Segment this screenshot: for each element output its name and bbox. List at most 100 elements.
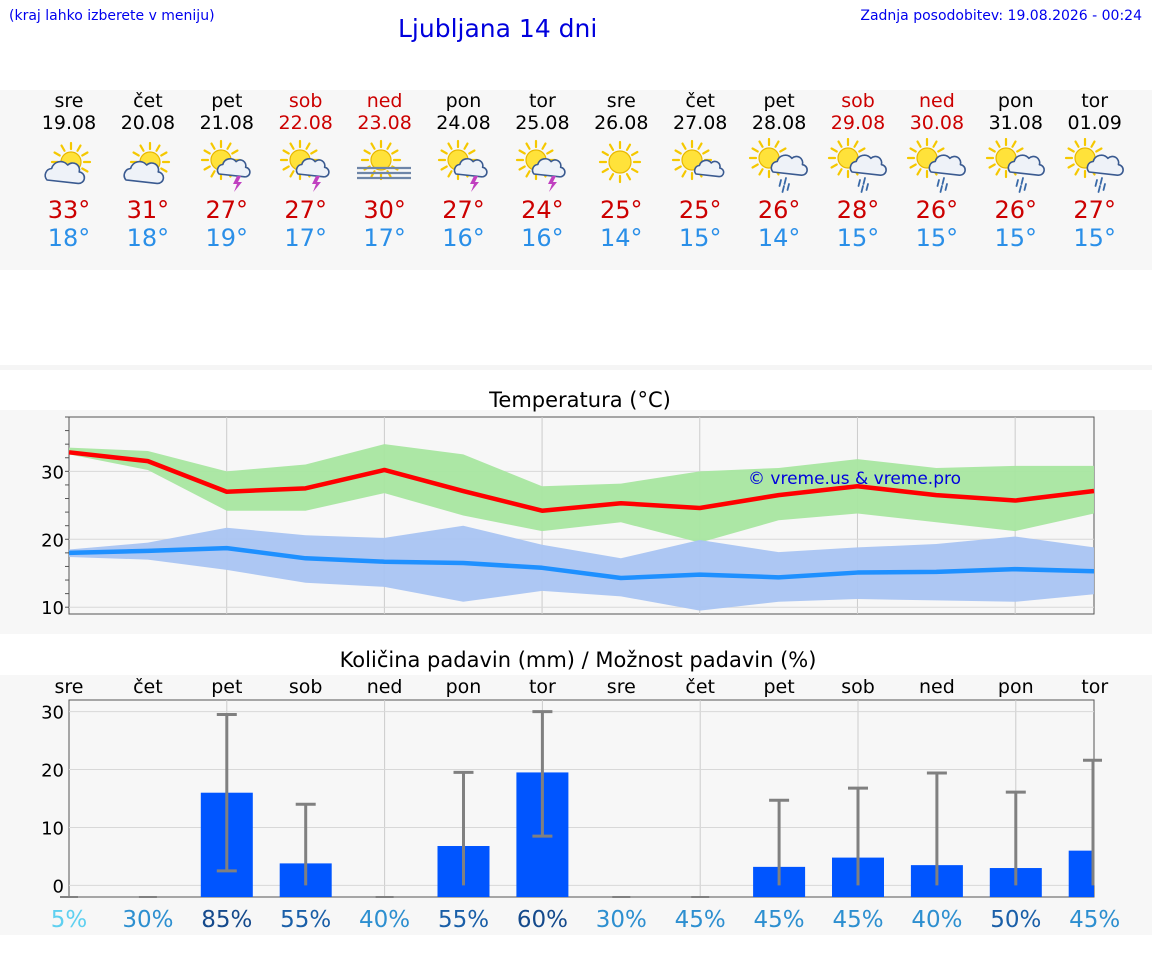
category-label: ned [919, 676, 955, 698]
precipitation-probability: 55% [438, 907, 489, 933]
day-date: 25.08 [515, 112, 570, 134]
sun-storm-icon [516, 139, 567, 192]
day-column: pon 31.08 26° 15° [977, 90, 1055, 252]
min-temperature-band [69, 525, 1094, 611]
min-temperature: 19° [205, 224, 249, 252]
y-tick-label: 30 [41, 462, 64, 483]
sun-fog-icon [356, 139, 411, 181]
day-name: ned [918, 90, 955, 112]
precipitation-probability: 30% [596, 907, 647, 933]
category-label: sob [841, 676, 875, 698]
day-column: ned 30.08 26° 15° [898, 90, 976, 252]
day-date: 22.08 [278, 112, 333, 134]
y-tick-label: 10 [41, 818, 64, 839]
watermark: © vreme.us & vreme.pro [748, 469, 961, 489]
min-temperature: 15° [836, 224, 880, 252]
max-temperature: 26° [994, 196, 1038, 224]
weather-icon [346, 138, 424, 196]
max-temperature: 31° [126, 196, 170, 224]
last-updated: Zadnja posodobitev: 19.08.2026 - 00:24 [860, 8, 1142, 24]
max-temperature: 27° [1073, 196, 1116, 224]
category-label: tor [529, 676, 556, 698]
day-name: pet [211, 90, 243, 112]
rain-icon [1015, 177, 1027, 193]
precipitation-probability: 55% [280, 907, 331, 933]
lightning-icon [232, 176, 242, 192]
precipitation-probability: 85% [201, 907, 252, 933]
category-label: pet [763, 676, 794, 698]
weather-icon [819, 138, 897, 196]
y-tick-label: 0 [53, 876, 64, 897]
day-name: pet [763, 90, 795, 112]
precipitation-probability: 40% [359, 907, 410, 933]
day-column: sob 29.08 28° 15° [819, 90, 897, 252]
weather-icon [30, 138, 108, 196]
weather-icon [267, 138, 345, 196]
day-date: 27.08 [672, 112, 728, 134]
max-temperature: 30° [363, 196, 406, 224]
day-name: tor [1081, 90, 1109, 112]
day-name: sre [606, 90, 636, 112]
min-temperature: 18° [47, 224, 91, 252]
y-tick-label: 10 [41, 598, 64, 619]
day-column: čet 27.08 25° 15° [661, 90, 739, 252]
cloud-icon [1086, 154, 1124, 176]
sun-cloud-icon [123, 141, 170, 185]
day-name: tor [528, 90, 556, 112]
lightning-icon [311, 176, 321, 192]
cloud-icon [532, 158, 567, 178]
cloud-icon [216, 158, 251, 178]
day-date: 30.08 [909, 112, 965, 134]
category-label: ned [367, 676, 403, 698]
lightning-icon [469, 176, 479, 192]
sun-storm-icon [437, 139, 488, 192]
precipitation-bar [1068, 850, 1094, 897]
day-name: sre [54, 90, 84, 112]
day-date: 19.08 [41, 112, 97, 134]
min-temperature: 17° [284, 224, 327, 252]
weather-icon [740, 138, 818, 196]
cloud-icon [694, 159, 725, 178]
rain-icon [936, 177, 948, 193]
min-temperature: 17° [363, 224, 406, 252]
day-name: čet [685, 90, 715, 112]
max-temperature: 25° [600, 196, 643, 224]
temperature-chart-title: Temperatura (°C) [489, 388, 671, 412]
max-temperature: 27° [205, 196, 249, 224]
day-column: sre 19.08 33° 18° [30, 90, 108, 252]
day-column: pet 28.08 26° 14° [740, 90, 818, 252]
day-column: čet 20.08 31° 18° [109, 90, 187, 252]
precipitation-probability: 45% [832, 907, 883, 933]
rain-icon [857, 177, 869, 193]
max-temperature: 25° [678, 196, 722, 224]
precipitation-probability: 45% [675, 907, 726, 933]
max-temperature-band [69, 444, 1094, 543]
sun-icon [599, 140, 642, 184]
sun-small-cloud-icon [672, 139, 725, 181]
cloud-icon [44, 160, 86, 185]
precipitation-probability: 5% [51, 907, 88, 933]
cloud-icon [295, 158, 330, 178]
min-temperature: 15° [915, 224, 959, 252]
sun-storm-icon [200, 139, 251, 192]
lightning-icon [548, 176, 558, 192]
day-name: pon [997, 90, 1034, 112]
max-temperature-line [68, 450, 1095, 513]
day-date: 26.08 [594, 112, 649, 134]
sun-rain-icon [827, 138, 887, 193]
day-column: ned 23.08 30° 17° [346, 90, 424, 252]
day-name: ned [366, 90, 403, 112]
day-date: 23.08 [357, 112, 412, 134]
day-date: 24.08 [436, 112, 491, 134]
max-temperature: 27° [442, 196, 485, 224]
max-temperature: 26° [757, 196, 801, 224]
max-temperature: 28° [836, 196, 880, 224]
min-temperature: 16° [442, 224, 485, 252]
page-title: Ljubljana 14 dni [398, 14, 598, 43]
precipitation-probability: 40% [911, 907, 962, 933]
category-label: tor [1081, 676, 1108, 698]
sun-cloud-icon [44, 141, 92, 185]
location-hint: (kraj lahko izberete v meniju) [9, 8, 215, 24]
